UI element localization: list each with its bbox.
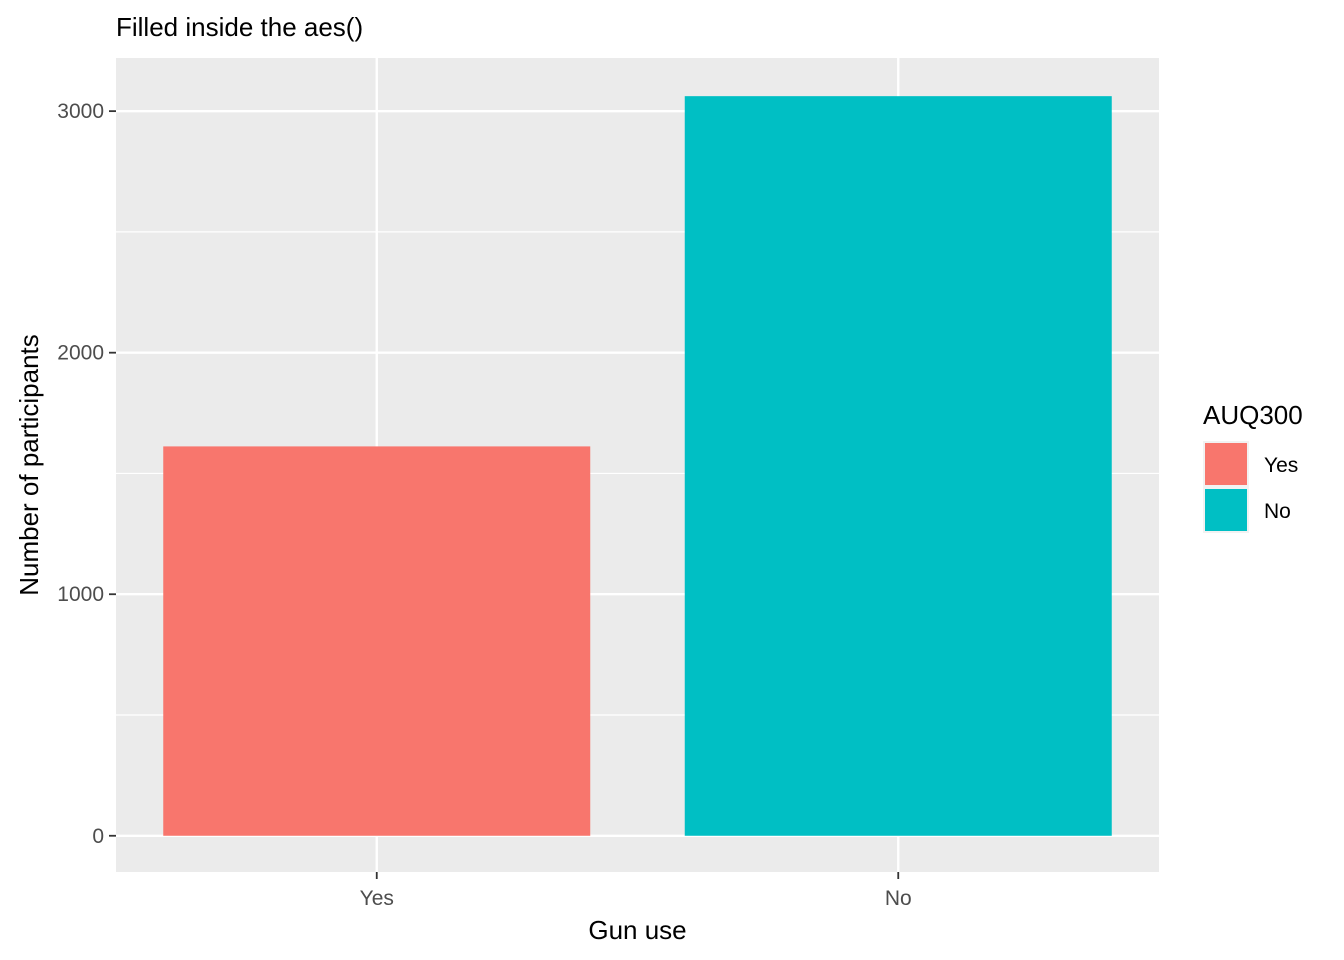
y-axis-title: Number of participants — [14, 334, 44, 596]
legend-label: No — [1264, 500, 1291, 523]
legend-label: Yes — [1264, 454, 1298, 477]
y-tick-label: 3000 — [57, 100, 104, 123]
y-tick-label: 2000 — [57, 342, 104, 365]
x-axis-title: Gun use — [588, 915, 686, 945]
y-axis: 0 1000 2000 3000 — [57, 100, 116, 848]
bar-yes — [163, 446, 591, 836]
legend-title: AUQ300 — [1203, 400, 1303, 430]
x-axis: Yes No — [360, 872, 912, 910]
y-tick-label: 1000 — [57, 583, 104, 606]
x-tick-label: No — [885, 887, 912, 910]
legend: AUQ300 Yes No — [1203, 400, 1303, 533]
x-tick-label: Yes — [360, 887, 394, 910]
bar-no — [684, 96, 1112, 836]
bars — [163, 96, 1112, 836]
chart-title: Filled inside the aes() — [116, 12, 363, 42]
y-tick-label: 0 — [92, 825, 104, 848]
legend-key-no — [1205, 489, 1247, 531]
legend-key-yes — [1205, 443, 1247, 485]
